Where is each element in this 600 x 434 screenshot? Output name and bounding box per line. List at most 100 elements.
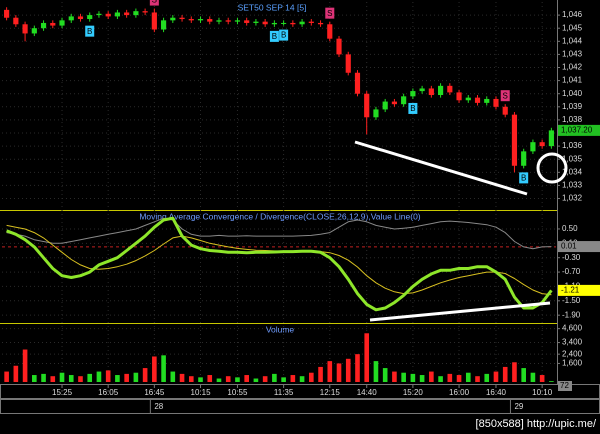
- volume-bar: [327, 361, 333, 382]
- candle-body: [521, 151, 527, 166]
- candle-body: [437, 85, 444, 96]
- signal-marker: [149, 0, 159, 6]
- y-tick-label: -1.50: [562, 296, 581, 305]
- volume-bar: [235, 377, 240, 382]
- candle-body: [77, 16, 84, 20]
- y-tick-label: 1,046: [562, 10, 583, 19]
- volume-bar: [401, 372, 406, 382]
- last-value-label: 0.01: [561, 242, 577, 251]
- signal-label: B: [272, 32, 277, 41]
- volume-bar: [364, 333, 370, 382]
- trend-line: [369, 301, 551, 322]
- candle-body: [299, 21, 305, 25]
- candle-body: [59, 20, 65, 26]
- candle-body: [96, 13, 102, 16]
- candle-body: [428, 88, 434, 96]
- volume-bar: [262, 376, 268, 382]
- volume-bar: [105, 370, 111, 382]
- panel-title: SET50 SEP 14 [5]: [238, 2, 307, 12]
- candle-body: [133, 11, 139, 16]
- date-axis: [0, 399, 600, 414]
- x-tick-label: 12:15: [320, 388, 341, 397]
- x-tick-label: 10:55: [227, 388, 248, 397]
- candle-body: [530, 142, 536, 152]
- volume-bar: [318, 366, 323, 382]
- signal-label: S: [327, 9, 332, 18]
- y-tick-label: -1.90: [562, 310, 581, 319]
- volume-bar: [198, 377, 203, 382]
- candle-body: [484, 98, 490, 103]
- volume-bar: [484, 373, 490, 382]
- date-label: 28: [154, 402, 163, 411]
- y-tick-label: 1,035: [562, 154, 583, 163]
- y-tick-label: 1,038: [562, 115, 583, 124]
- candle-body: [281, 22, 287, 24]
- candle-body: [308, 21, 314, 23]
- candle-body: [22, 24, 28, 34]
- y-tick-label: 1,032: [562, 194, 583, 203]
- candle-body: [548, 130, 554, 147]
- x-tick-label: 14:40: [357, 388, 378, 397]
- candle-body: [364, 93, 370, 118]
- candle-body: [197, 19, 204, 21]
- candle-body: [151, 12, 157, 30]
- y-tick-label: 1,045: [562, 23, 583, 32]
- x-tick-label: 16:00: [449, 388, 470, 397]
- candle-body: [50, 22, 56, 26]
- candle-body: [160, 20, 167, 30]
- last-value-box: [558, 241, 600, 253]
- candle-body: [40, 22, 47, 29]
- candle-body: [244, 20, 250, 23]
- panel-title: Moving Average Convergence / Divergence(…: [139, 211, 420, 221]
- y-tick-label: 1,044: [562, 36, 583, 45]
- y-tick-label: 2,400: [562, 349, 583, 358]
- volume-bar: [4, 371, 9, 382]
- volume-bar: [115, 375, 120, 382]
- plot-layer: 1,0321,0331,0341,0351,0361,0371,0381,039…: [2, 0, 600, 413]
- volume-bar: [475, 376, 480, 382]
- candle-body: [114, 12, 121, 17]
- signal-label: B: [521, 173, 526, 182]
- signal-label: S: [152, 0, 157, 5]
- volume-bar: [170, 371, 176, 382]
- candle-body: [290, 22, 296, 25]
- signal-label: B: [87, 27, 92, 36]
- volume-bar: [22, 349, 28, 382]
- last-value-label: 1,037.20: [561, 126, 593, 135]
- volume-bar: [225, 376, 231, 382]
- x-tick-label: 10:10: [532, 388, 553, 397]
- volume-bar: [502, 366, 508, 382]
- volume-bar: [78, 376, 83, 382]
- x-tick-label: 15:25: [52, 388, 73, 397]
- y-tick-label: 1,036: [562, 141, 583, 150]
- volume-bar: [161, 355, 166, 382]
- y-tick-label: 1,039: [562, 102, 583, 111]
- last-value-box: [558, 124, 600, 136]
- volume-bar: [465, 372, 471, 382]
- candle-body: [179, 17, 185, 20]
- candle-body: [391, 101, 398, 105]
- volume-bar: [124, 373, 129, 382]
- candle-body: [87, 15, 93, 20]
- volume-bar: [41, 373, 46, 382]
- volume-bar: [456, 375, 462, 382]
- candle-body: [336, 38, 342, 55]
- time-axis: [0, 384, 600, 399]
- volume-bar: [13, 365, 19, 382]
- volume-bar: [281, 377, 286, 382]
- volume-bar: [207, 375, 213, 382]
- volume-bar: [447, 373, 453, 382]
- volume-bar: [309, 372, 314, 382]
- candle-body: [262, 21, 268, 25]
- indicator-line: [6, 216, 553, 312]
- signal-marker: [85, 25, 95, 37]
- candle-body: [105, 13, 111, 17]
- signal-marker: [279, 29, 289, 41]
- y-tick-label: 1,040: [562, 89, 583, 98]
- candle-body: [142, 11, 148, 13]
- candle-body: [419, 88, 425, 92]
- candle-body: [216, 20, 222, 22]
